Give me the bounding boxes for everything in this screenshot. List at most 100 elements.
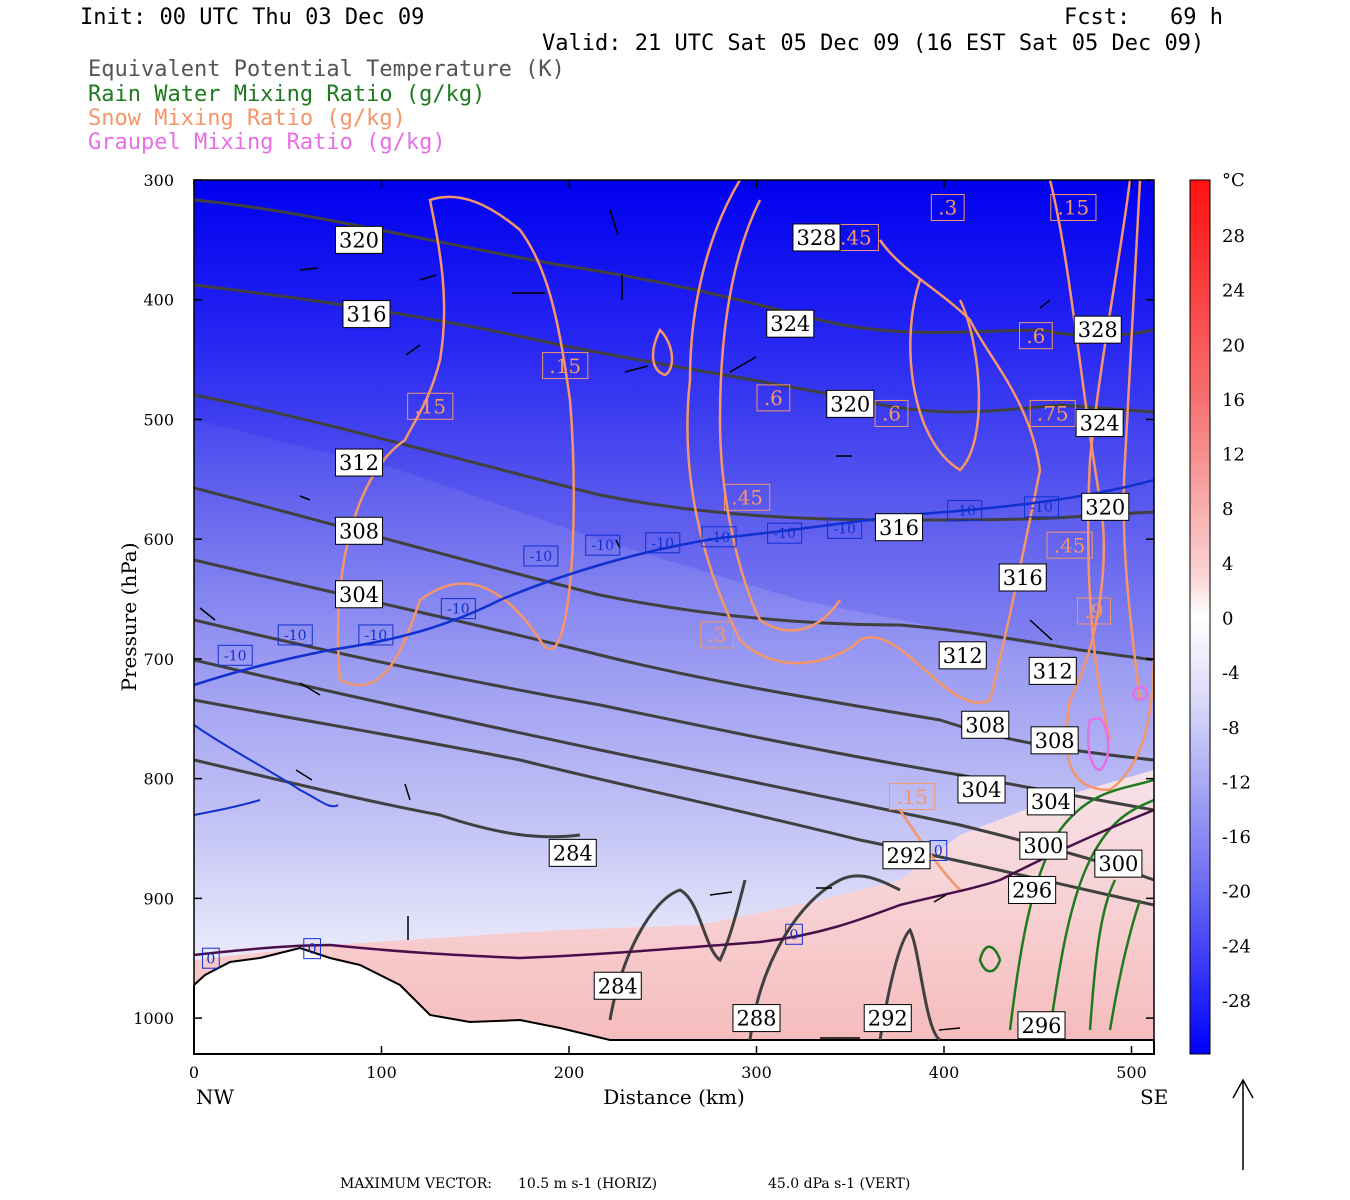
theta-e-label: 284 bbox=[598, 974, 638, 998]
theta-e-label-box bbox=[998, 563, 1047, 592]
theta-e-label-box bbox=[1094, 849, 1143, 878]
theta-e-label: 296 bbox=[1021, 1014, 1061, 1038]
theta-e-label-box bbox=[1073, 315, 1122, 344]
legend-snow: Snow Mixing Ratio (g/kg) bbox=[88, 106, 406, 131]
wind-vectors bbox=[199, 209, 1053, 1039]
isotherm-label: -10 bbox=[651, 536, 674, 552]
contour-labels: .15 .15 .15 .3 .3 .15 .45 .45 .6 .6 .9 .45 .6 .75 -10 -… bbox=[202, 194, 1143, 1040]
snow-label-box bbox=[407, 392, 454, 420]
theta-e-label: 296 bbox=[1012, 879, 1052, 903]
theta-e-label: 328 bbox=[1078, 318, 1118, 342]
colorbar-unit: °C bbox=[1222, 170, 1245, 191]
y-tick-label: 400 bbox=[143, 291, 174, 310]
max-vector-label: MAXIMUM VECTOR: bbox=[340, 1176, 492, 1192]
snow-label: .75 bbox=[1037, 402, 1069, 426]
theta-e-label: 308 bbox=[1035, 729, 1075, 753]
theta-e-label-box bbox=[548, 838, 597, 867]
x-axis: 0 100 200 300 400 500 bbox=[189, 180, 1147, 1082]
y-axis-label: Pressure (hPa) bbox=[117, 543, 141, 692]
snow-label-box bbox=[1046, 531, 1093, 559]
snow-label-box bbox=[724, 483, 771, 511]
horiz-value: 10.5 bbox=[518, 1176, 550, 1192]
vert-unit: dPa s-1 (VERT) bbox=[803, 1176, 911, 1192]
theta-e-label-box bbox=[1017, 1011, 1066, 1040]
x-end-label: SE bbox=[1140, 1085, 1168, 1109]
isotherm-label: -10 bbox=[953, 503, 976, 519]
theta-e-label: 304 bbox=[339, 583, 379, 607]
theta-e-label-box bbox=[334, 580, 384, 609]
theta-e-label: 320 bbox=[339, 228, 379, 252]
theta-e-label-box bbox=[1026, 787, 1075, 816]
theta-e-label-box bbox=[766, 309, 815, 338]
snow-label: .6 bbox=[882, 402, 901, 426]
theta-e-label: 316 bbox=[346, 303, 386, 327]
isotherm-label-box bbox=[947, 499, 983, 521]
isotherm-label-box bbox=[767, 522, 803, 544]
x-tick-label: 500 bbox=[1116, 1063, 1147, 1082]
theta-e-label: 324 bbox=[1080, 412, 1120, 436]
snow-label: .15 bbox=[1057, 196, 1089, 220]
colorbar-tick-label: -4 bbox=[1222, 663, 1240, 684]
theta-e-label-box bbox=[334, 516, 384, 545]
x-axis-label: Distance (km) bbox=[603, 1085, 745, 1109]
snow-label: .45 bbox=[840, 226, 872, 250]
isotherm-label: -10 bbox=[833, 521, 856, 537]
isotherm-label-box bbox=[645, 532, 681, 554]
isotherm-label-box bbox=[358, 624, 394, 646]
isotherm-label: -10 bbox=[773, 526, 796, 542]
colorbar-tick-label: 24 bbox=[1222, 281, 1245, 302]
isotherm-label-box bbox=[303, 938, 321, 960]
snow-contours bbox=[336, 180, 1154, 891]
isotherm-label-box bbox=[701, 526, 737, 548]
theta-e-label-box bbox=[863, 1004, 912, 1033]
theta-e-label-box bbox=[792, 223, 841, 252]
y-tick-label: 300 bbox=[143, 171, 174, 190]
horiz-vector-value: 10.5 m s-1 (HORIZ) bbox=[518, 1176, 657, 1192]
theta-e-label: 316 bbox=[879, 516, 919, 540]
vert-vector-value: 45.0 dPa s-1 (VERT) bbox=[768, 1176, 910, 1192]
x-tick-label: 100 bbox=[366, 1063, 397, 1082]
theta-e-label: 308 bbox=[965, 713, 1005, 737]
isotherm-label: 0 bbox=[308, 942, 317, 958]
snow-label: .45 bbox=[1054, 533, 1086, 557]
snow-label-box bbox=[1077, 597, 1111, 625]
theta-e-label-box bbox=[1081, 492, 1130, 521]
x-tick-label: 400 bbox=[929, 1063, 960, 1082]
snow-label: .9 bbox=[1084, 599, 1103, 623]
theta-e-label: 312 bbox=[943, 644, 983, 668]
isotherm-label: -10 bbox=[530, 549, 553, 565]
colorbar-tick-label: 20 bbox=[1222, 335, 1245, 356]
vert-value: 45.0 bbox=[768, 1176, 800, 1192]
theta-e-label: 304 bbox=[1031, 790, 1071, 814]
theta-e-label: 288 bbox=[736, 1007, 776, 1031]
theta-e-label: 320 bbox=[1085, 495, 1125, 519]
isotherm-label: -10 bbox=[1030, 500, 1053, 516]
theta-e-label-box bbox=[593, 971, 642, 1000]
snow-label-box bbox=[1029, 399, 1076, 427]
x-tick-label: 300 bbox=[741, 1063, 772, 1082]
theta-e-label: 284 bbox=[553, 841, 593, 865]
isotherm-label-box bbox=[440, 598, 476, 620]
isotherm-label-box bbox=[1023, 496, 1060, 518]
theta-e-label: 328 bbox=[796, 226, 836, 250]
colorbar-tick-label: 4 bbox=[1222, 554, 1233, 575]
colorbar-tick-label: 28 bbox=[1222, 226, 1245, 247]
y-tick-label: 1000 bbox=[133, 1009, 174, 1028]
colorbar-tick-label: 8 bbox=[1222, 499, 1233, 520]
colorbar-tick-label: -16 bbox=[1222, 827, 1251, 848]
snow-label: .3 bbox=[938, 196, 957, 220]
isotherm-label: -10 bbox=[224, 648, 247, 664]
x-tick-label: 0 bbox=[189, 1063, 199, 1082]
theta-e-label-box bbox=[1028, 656, 1077, 685]
isotherm-label-box bbox=[523, 545, 559, 567]
theta-e-label: 312 bbox=[1033, 659, 1073, 683]
snow-label: .6 bbox=[764, 386, 783, 410]
y-tick-label: 800 bbox=[143, 770, 174, 789]
theta-e-label: 292 bbox=[886, 844, 926, 868]
forecast-hour: Fcst: 69 h bbox=[1064, 5, 1223, 30]
theta-e-label: 292 bbox=[868, 1007, 908, 1031]
colorbar-tick-label: 0 bbox=[1222, 609, 1233, 630]
y-tick-label: 600 bbox=[143, 530, 174, 549]
x-tick-label: 200 bbox=[554, 1063, 585, 1082]
theta-e-label: 300 bbox=[1098, 852, 1138, 876]
